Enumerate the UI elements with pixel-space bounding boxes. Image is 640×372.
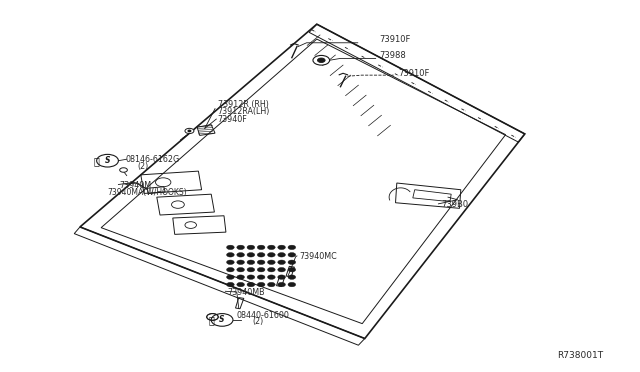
Text: 73940MC: 73940MC (300, 252, 337, 261)
Circle shape (257, 245, 265, 250)
Text: 73910F: 73910F (398, 69, 429, 78)
Text: (2): (2) (253, 317, 264, 326)
Text: 73910F: 73910F (379, 35, 410, 44)
Text: 73940F: 73940F (218, 115, 247, 124)
Circle shape (247, 245, 255, 250)
Text: 73940M: 73940M (119, 181, 151, 190)
Circle shape (288, 282, 296, 287)
Text: Ⓢ: Ⓢ (208, 315, 214, 325)
Circle shape (278, 275, 285, 279)
Circle shape (288, 260, 296, 264)
Circle shape (227, 245, 234, 250)
Circle shape (247, 267, 255, 272)
Circle shape (227, 275, 234, 279)
Text: 73912R (RH): 73912R (RH) (218, 100, 268, 109)
Text: S: S (220, 315, 225, 324)
Text: 73912RA(LH): 73912RA(LH) (218, 107, 270, 116)
Circle shape (278, 245, 285, 250)
Circle shape (288, 275, 296, 279)
Text: (2): (2) (138, 162, 149, 171)
Text: 08440-61600: 08440-61600 (237, 311, 290, 320)
Text: 08146-6162G: 08146-6162G (125, 155, 180, 164)
Circle shape (247, 260, 255, 264)
Text: S: S (105, 156, 110, 165)
Circle shape (288, 245, 296, 250)
Circle shape (247, 275, 255, 279)
Circle shape (120, 168, 127, 172)
Circle shape (227, 253, 234, 257)
Text: 739B0: 739B0 (442, 200, 468, 209)
Circle shape (317, 58, 325, 62)
Text: 73940MB: 73940MB (228, 288, 266, 296)
Circle shape (237, 245, 244, 250)
Circle shape (227, 267, 234, 272)
Circle shape (237, 275, 244, 279)
Circle shape (257, 282, 265, 287)
Circle shape (268, 245, 275, 250)
Circle shape (268, 267, 275, 272)
Circle shape (237, 260, 244, 264)
Circle shape (268, 253, 275, 257)
Circle shape (288, 267, 296, 272)
Circle shape (257, 267, 265, 272)
Text: 73988: 73988 (379, 51, 406, 60)
Circle shape (257, 275, 265, 279)
Circle shape (247, 253, 255, 257)
Circle shape (188, 130, 191, 132)
Circle shape (278, 260, 285, 264)
Circle shape (278, 253, 285, 257)
Circle shape (227, 260, 234, 264)
Circle shape (313, 55, 330, 65)
Circle shape (247, 282, 255, 287)
Circle shape (268, 260, 275, 264)
Circle shape (185, 128, 194, 134)
Circle shape (207, 314, 218, 320)
Circle shape (268, 275, 275, 279)
Circle shape (257, 260, 265, 264)
Circle shape (257, 253, 265, 257)
Circle shape (288, 253, 296, 257)
Circle shape (237, 282, 244, 287)
Text: Ⓢ: Ⓢ (93, 156, 100, 166)
Circle shape (268, 282, 275, 287)
Text: 73940MA(W/HOOKS): 73940MA(W/HOOKS) (108, 188, 187, 197)
Circle shape (237, 253, 244, 257)
Circle shape (278, 282, 285, 287)
Circle shape (227, 282, 234, 287)
Circle shape (278, 267, 285, 272)
Text: R738001T: R738001T (557, 351, 603, 360)
Circle shape (237, 267, 244, 272)
